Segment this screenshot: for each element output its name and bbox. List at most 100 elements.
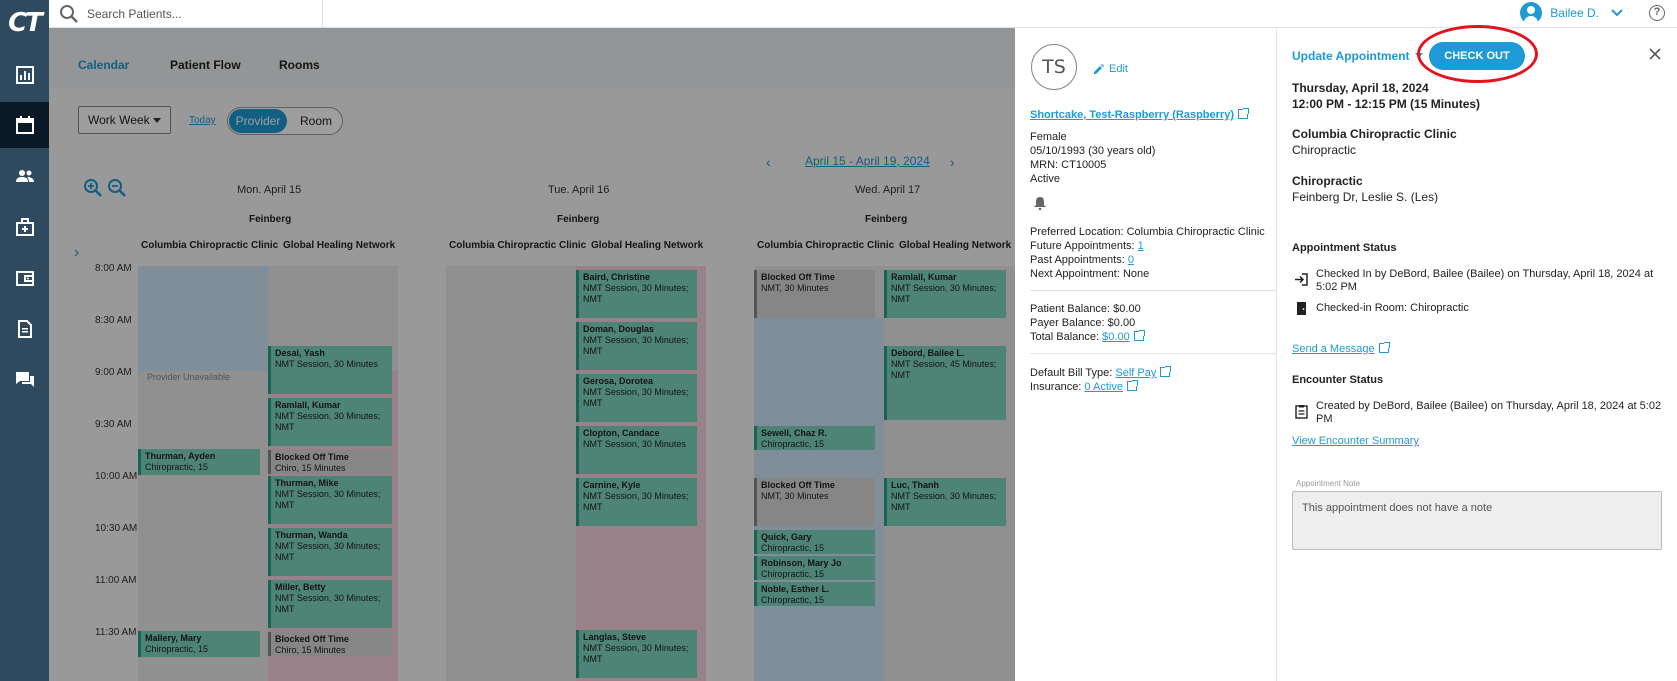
wallet-icon [15,271,34,286]
tab-rooms[interactable]: Rooms [279,58,320,72]
next-week-icon[interactable]: › [950,154,955,170]
appt-name: Gerosa, Dorotea [583,376,654,386]
zoom-in-icon[interactable] [83,178,103,198]
user-menu[interactable]: Bailee D. [1520,2,1599,24]
nav-documents[interactable] [0,306,49,352]
appt-detail: NMT Session, 30 Minutes; NMT [583,283,689,304]
calendar-view: Calendar Patient Flow Rooms Work Week To… [49,28,1015,681]
app-logo[interactable]: CT [8,8,43,38]
preferred-location: Preferred Location: Columbia Chiropracti… [1030,226,1265,238]
send-message-label: Send a Message [1292,343,1375,355]
appt-detail: Chiropractic, 15 [145,644,209,654]
created-line1: Created by DeBord, Bailee (Bailee) on Th… [1316,400,1662,412]
appointment-card[interactable]: Noble, Esther L. Chiropractic, 15 [754,582,875,606]
prev-week-icon[interactable]: ‹ [766,154,771,170]
appointment-card[interactable]: Robinson, Mary Jo Chiropractic, 15 [754,556,875,580]
appointment-card[interactable]: Sewell, Chaz R. Chiropractic, 15 [754,426,875,450]
provider-header: Feinberg [557,214,600,225]
appt-name: Luc, Thanh [891,480,939,490]
toggle-room[interactable]: Room [299,114,332,128]
appointment-card[interactable]: Mallery, Mary Chiropractic, 15 [138,631,260,657]
tab-calendar[interactable]: Calendar [78,58,130,72]
zoom-out-icon[interactable] [107,178,127,198]
blocked-time-card[interactable]: Blocked Off Time NMT, 30 Minutes [754,270,875,318]
patient-name-link[interactable]: Shortcake, Test-Raspberry (Raspberry) [1030,108,1249,121]
pencil-icon [1094,64,1104,74]
appointment-card[interactable]: Thurman, Mike NMT Session, 30 Minutes; NM… [268,476,392,524]
day-column[interactable] [446,266,576,681]
blocked-time-card[interactable]: Blocked Off Time Chiro, 15 Minutes [268,450,392,474]
nav-patients[interactable] [0,153,49,199]
appt-name: Thurman, Mike [275,478,339,488]
unavailable-label: Provider Unavailable [147,372,231,382]
appointment-card[interactable]: Thurman, Wanda NMT Session, 30 Minutes; N… [268,528,392,576]
close-icon[interactable] [1647,46,1663,62]
nav-dashboard[interactable] [0,52,49,98]
nav-billing[interactable] [0,255,49,301]
future-appointments-link[interactable]: 1 [1137,240,1144,252]
patient-gender: Female [1030,131,1067,143]
date-range[interactable]: April 15 - April 19, 2024 [805,154,930,168]
search-input[interactable] [87,6,307,21]
chevron-down-icon[interactable] [1610,6,1624,20]
bill-type-link[interactable]: Self Pay [1115,367,1157,379]
view-encounter-link[interactable]: View Encounter Summary [1292,435,1419,447]
location-header: Columbia Chiropractic Clinic [449,240,587,251]
toggle-provider[interactable]: Provider [229,109,287,133]
send-message-link[interactable]: Send a Message [1292,342,1390,355]
insurance-link[interactable]: 0 Active [1084,381,1123,393]
external-link-icon [1378,342,1390,353]
appointment-card[interactable]: Debord, Bailee L. NMT Session, 45 Minutes… [884,346,1006,420]
appointment-card[interactable]: Langlas, Steve NMT Session, 30 Minutes; N… [576,630,697,678]
view-select[interactable]: Work Week [78,106,171,134]
help-icon[interactable]: ? [1649,5,1665,21]
time-label: 10:30 AM [95,523,138,534]
clinic-type: Chiropractic [1292,143,1357,157]
appt-name: Clopton, Candace [583,428,660,438]
appointment-card[interactable]: Desai, Yash NMT Session, 30 Minutes [268,346,392,394]
tab-patient-flow[interactable]: Patient Flow [170,58,241,72]
appointment-card[interactable]: Ramlall, Kumar NMT Session, 30 Minutes; N… [268,398,392,446]
appointment-card[interactable]: Gerosa, Dorotea NMT Session, 30 Minutes; … [576,374,697,422]
provider-header: Feinberg [249,214,292,225]
today-link[interactable]: Today [189,115,216,126]
total-balance-link[interactable]: $0.00 [1102,331,1130,343]
calendar-tabs: Calendar Patient Flow Rooms [49,28,1015,88]
blocked-time-card[interactable]: Blocked Off Time Chiro, 15 Minutes [268,632,392,656]
bill-label: Default Bill Type: [1030,367,1116,379]
bell-icon[interactable] [1033,196,1047,210]
appointment-card[interactable]: Ramlall, Kumar NMT Session, 30 Minutes; N… [884,270,1006,318]
nav-clinical[interactable] [0,204,49,250]
medical-bag-icon [15,218,34,236]
appointment-status-heading: Appointment Status [1292,242,1397,254]
appointment-note-field[interactable]: This appointment does not have a note [1292,491,1662,550]
appt-detail: NMT Session, 30 Minutes [583,439,686,449]
patient-balance: Patient Balance: $0.00 [1030,303,1141,315]
update-appointment-dropdown[interactable]: Update Appointment [1292,49,1423,63]
day-column[interactable] [754,266,884,681]
appointment-card[interactable]: Luc, Thanh NMT Session, 30 Minutes; NMT [884,478,1006,526]
nav-messages[interactable] [0,357,49,403]
appointment-card[interactable]: Miller, Betty NMT Session, 30 Minutes; NM… [268,580,392,628]
appointment-card[interactable]: Baird, Christine NMT Session, 30 Minutes;… [576,270,697,318]
expand-arrow-icon[interactable]: › [74,244,80,261]
edit-patient-link[interactable]: Edit [1093,63,1128,75]
appointment-card[interactable]: Carnine, Kyle NMT Session, 30 Minutes; NM… [576,478,697,526]
day-header-wed: Wed. April 17 [855,184,921,196]
appointment-card[interactable]: Thurman, Ayden Chiropractic, 15 [138,449,260,475]
past-appointments-link[interactable]: 0 [1127,254,1134,266]
appointment-card[interactable]: Quick, Gary Chiropractic, 15 [754,530,875,554]
day-column[interactable] [884,266,1015,681]
appointment-card[interactable]: Clopton, Candace NMT Session, 30 Minutes [576,426,697,474]
appt-detail: NMT Session, 30 Minutes; NMT [891,283,997,304]
appt-detail: NMT Session, 30 Minutes [275,359,378,369]
appointment-card[interactable]: Doman, Douglas NMT Session, 30 Minutes; N… [576,322,697,370]
divider [1030,290,1277,291]
nav-calendar[interactable] [0,102,49,148]
service-name: Chiropractic [1292,174,1363,188]
blocked-time-card[interactable]: Blocked Off Time NMT, 30 Minutes [754,478,875,526]
total-label: Total Balance: [1030,331,1103,343]
check-out-button[interactable]: CHECK OUT [1429,42,1525,70]
door-icon [1297,302,1306,315]
